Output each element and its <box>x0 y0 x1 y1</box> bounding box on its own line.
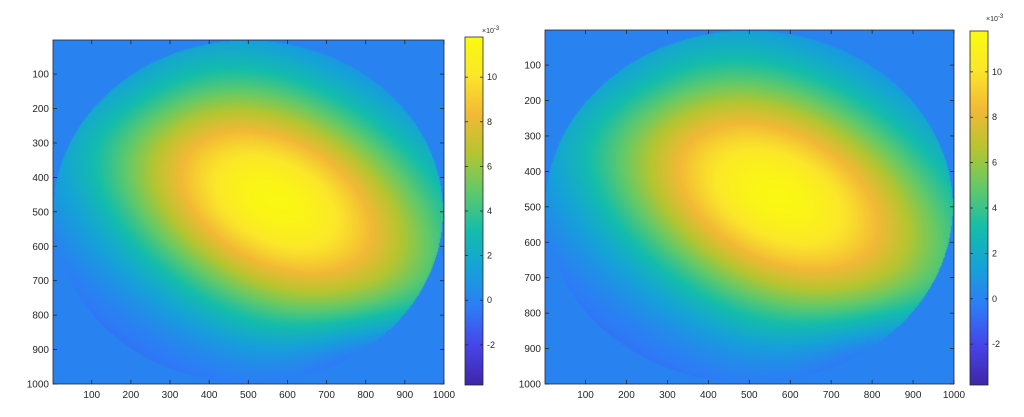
colorbar-tick-label: 10 <box>992 67 1002 77</box>
colorbar-exponent-label: ×10-3 <box>986 14 1004 23</box>
x-tick-label: 300 <box>162 390 179 401</box>
colorbar-tick-label: 4 <box>487 206 492 216</box>
colorbar-exponent-base: ×10 <box>482 28 494 35</box>
y-tick-label: 600 <box>32 242 49 253</box>
y-tick-label: 200 <box>32 104 49 115</box>
x-tick-label: 900 <box>397 390 414 401</box>
heatmap-panel-left: 100 200 300 400 500 600 700 800 900 1000100200300… <box>27 26 500 401</box>
colorbar-tick-label: 10 <box>487 72 497 82</box>
x-tick-label: 500 <box>741 390 758 401</box>
y-tick-label: 900 <box>32 345 49 356</box>
x-tick-label: 200 <box>618 390 635 401</box>
y-tick-label: 100 <box>32 70 49 81</box>
y-tick-label: 500 <box>32 207 49 218</box>
colorbar-tick-label: 2 <box>487 251 492 261</box>
colorbar-tick-label: -2 <box>487 340 495 350</box>
colorbar-exponent-base: ×10 <box>986 16 998 23</box>
x-tick-label: 1000 <box>943 390 966 401</box>
colorbar-exponent-label: ×10-3 <box>482 26 500 35</box>
y-tick-label: 100 <box>524 61 541 72</box>
colorbar-tick-label: 4 <box>992 203 997 213</box>
y-tick-label: 300 <box>32 138 49 149</box>
colorbar-tick-label: 8 <box>992 112 997 122</box>
heatmap-panel-right: 100 200 300 400 500 600 700 800 900 1000100200300… <box>519 14 1004 401</box>
colorbar-exponent-power: -3 <box>494 26 500 32</box>
x-tick-label: 400 <box>201 390 218 401</box>
y-tick-label: 800 <box>32 311 49 322</box>
y-tick-label: 400 <box>32 173 49 184</box>
colorbar-exponent-power: -3 <box>998 14 1004 20</box>
x-tick-label: 800 <box>357 390 374 401</box>
y-tick-label: 200 <box>524 96 541 107</box>
y-tick-label: 900 <box>524 344 541 355</box>
y-tick-label: 500 <box>524 202 541 213</box>
colorbar-tick-label: 6 <box>992 158 997 168</box>
colorbar-tick-label: 6 <box>487 161 492 171</box>
x-tick-label: 300 <box>659 390 676 401</box>
colorbar-tick-label: 8 <box>487 117 492 127</box>
x-tick-label: 100 <box>577 390 594 401</box>
colorbar-tick-label: 0 <box>487 295 492 305</box>
x-tick-label: 200 <box>123 390 140 401</box>
heatmap-image <box>53 40 444 384</box>
y-tick-label: 700 <box>32 276 49 287</box>
y-tick-label: 1000 <box>519 380 542 391</box>
x-tick-label: 400 <box>700 390 717 401</box>
x-tick-label: 1000 <box>433 390 456 401</box>
x-tick-label: 500 <box>240 390 257 401</box>
x-tick-label: 600 <box>279 390 296 401</box>
x-tick-label: 700 <box>823 390 840 401</box>
x-tick-label: 900 <box>905 390 922 401</box>
x-tick-label: 800 <box>864 390 881 401</box>
y-tick-label: 300 <box>524 131 541 142</box>
x-tick-label: 600 <box>782 390 799 401</box>
y-tick-label: 700 <box>524 273 541 284</box>
y-tick-label: 800 <box>524 309 541 320</box>
x-tick-label: 700 <box>318 390 335 401</box>
colorbar-tick-label: 2 <box>992 248 997 258</box>
colorbar-tick-label: 0 <box>992 294 997 304</box>
colorbar-tick-label: -2 <box>992 339 1000 349</box>
y-tick-label: 1000 <box>27 380 50 391</box>
x-tick-label: 100 <box>83 390 100 401</box>
y-tick-label: 600 <box>524 238 541 249</box>
y-tick-label: 400 <box>524 167 541 178</box>
heatmap-image <box>545 30 954 384</box>
